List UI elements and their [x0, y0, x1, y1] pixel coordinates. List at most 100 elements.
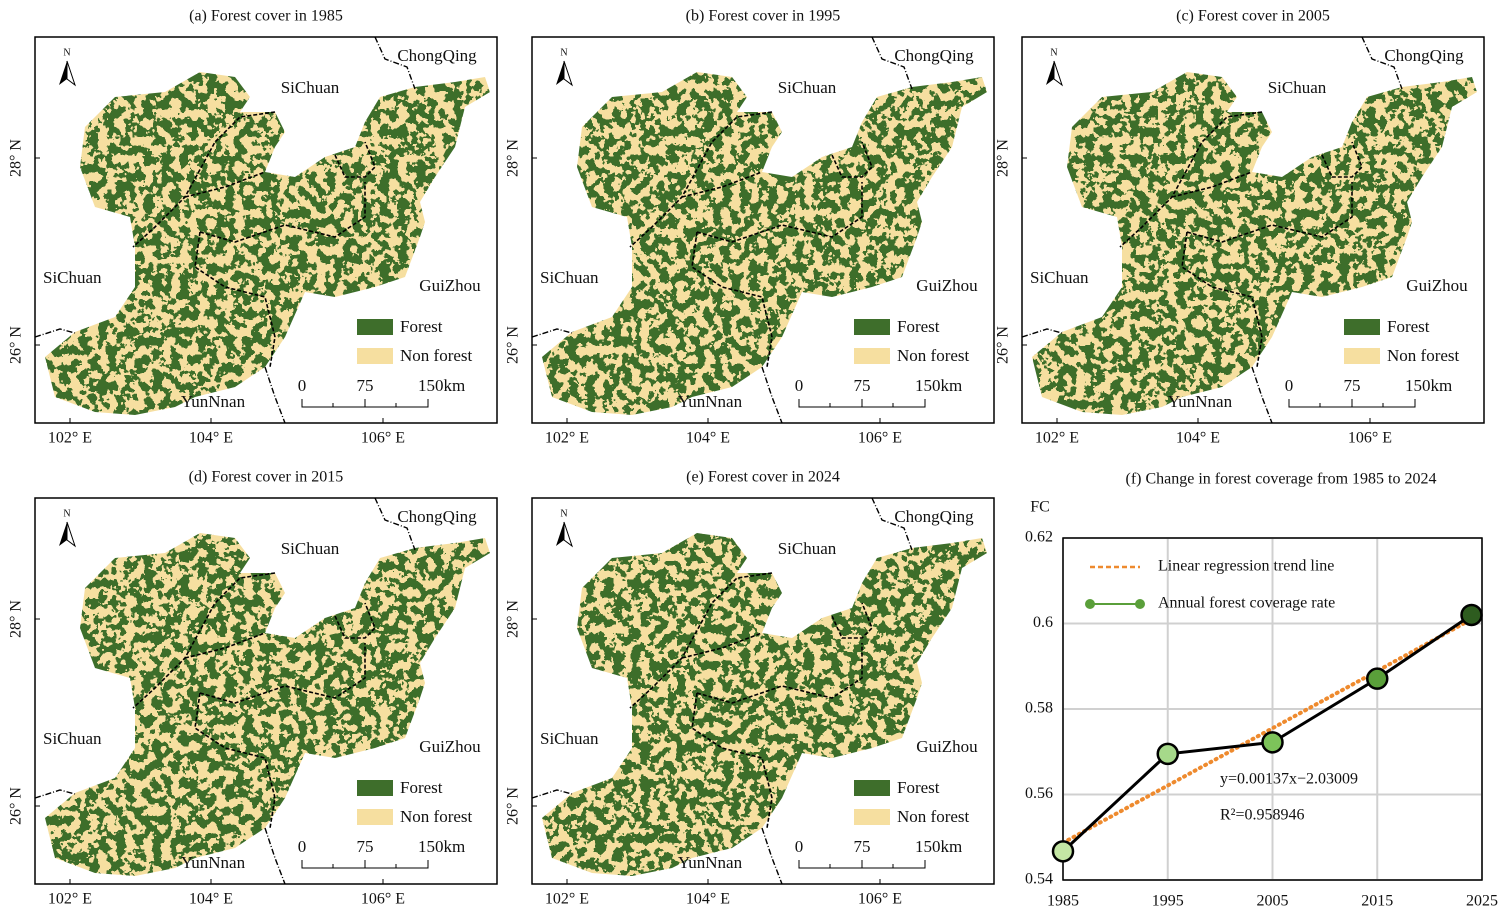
map-title: (d) Forest cover in 2015	[189, 469, 344, 486]
lat-label: 28° N	[8, 139, 25, 177]
lat-label: 28° N	[8, 600, 25, 638]
place-label: ChongQing	[397, 46, 477, 65]
forest-region	[542, 72, 987, 415]
lon-label: 104° E	[189, 430, 233, 447]
lat-label: 26° N	[505, 326, 522, 364]
legend-label: Non forest	[897, 346, 970, 365]
province-boundary	[132, 572, 376, 829]
place-label: GuiZhou	[1406, 276, 1468, 295]
outer-boundary	[34, 789, 76, 799]
north-arrow	[59, 61, 67, 85]
legend-swatch	[357, 780, 393, 796]
x-tick-label: 2015	[1361, 893, 1393, 910]
legend-label: Forest	[400, 778, 443, 797]
scale-label: 0	[1285, 376, 1294, 395]
province-boundary	[629, 572, 873, 829]
outer-boundary	[871, 36, 913, 90]
data-point	[1366, 667, 1389, 690]
scale-bar	[798, 399, 926, 408]
legend-swatch	[854, 319, 890, 335]
legend-label: Forest	[897, 778, 940, 797]
map-panel: (b) Forest cover in 1995 N ChongQing SiChua…	[505, 8, 995, 447]
x-tick-label: 1985	[1047, 893, 1079, 910]
legend-marker	[1135, 599, 1145, 609]
data-point	[1051, 840, 1075, 863]
place-label: GuiZhou	[916, 276, 978, 295]
lon-label: 102° E	[48, 891, 92, 908]
plot-frame	[1062, 537, 1483, 881]
lat-label: 26° N	[8, 787, 25, 825]
legend-label: Forest	[897, 317, 940, 336]
lat-label: 28° N	[995, 139, 1012, 177]
north-arrow	[59, 522, 67, 546]
legend-marker	[1085, 599, 1095, 609]
place-label: SiChuan	[43, 268, 102, 287]
x-tick-label: 2025	[1466, 893, 1498, 910]
place-label: SiChuan	[1268, 78, 1327, 97]
forest-region	[1032, 72, 1477, 415]
y-axis-label: FC	[1030, 499, 1050, 516]
map-panel: (a) Forest cover in 1985 N ChongQing SiChua…	[8, 8, 498, 447]
legend-label: Non forest	[1387, 346, 1460, 365]
legend-swatch	[357, 809, 393, 825]
y-tick-label: 0.6	[1033, 614, 1053, 631]
outer-boundary	[34, 328, 76, 338]
lon-label: 104° E	[686, 430, 730, 447]
forest-region	[45, 533, 490, 876]
place-label: SiChuan	[43, 729, 102, 748]
legend-swatch	[1344, 319, 1380, 335]
north-label: N	[560, 47, 567, 58]
legend-label: Non forest	[400, 346, 473, 365]
north-arrow	[556, 522, 564, 546]
legend-swatch	[357, 348, 393, 364]
outer-boundary	[1021, 328, 1063, 338]
scale-bar	[798, 860, 926, 869]
place-label: YunNnan	[678, 853, 743, 872]
place-label: SiChuan	[540, 729, 599, 748]
map-title: (e) Forest cover in 2024	[686, 469, 840, 486]
place-label: SiChuan	[778, 539, 837, 558]
lon-label: 106° E	[858, 430, 902, 447]
lon-label: 104° E	[686, 891, 730, 908]
y-tick-label: 0.54	[1025, 871, 1053, 888]
province-boundary	[1119, 111, 1363, 368]
scale-label: 150km	[418, 376, 465, 395]
scale-bar	[1288, 399, 1416, 408]
lat-label: 28° N	[505, 600, 522, 638]
annotation: R²=0.958946	[1220, 807, 1305, 824]
lon-label: 106° E	[361, 430, 405, 447]
outer-boundary	[374, 497, 416, 551]
map-title: (b) Forest cover in 1995	[686, 8, 841, 25]
lat-label: 28° N	[505, 139, 522, 177]
place-label: SiChuan	[281, 539, 340, 558]
y-tick-label: 0.58	[1025, 700, 1053, 717]
scale-label: 0	[795, 837, 804, 856]
scale-label: 150km	[915, 376, 962, 395]
legend-label: Linear regression trend line	[1158, 558, 1334, 575]
x-tick-label: 1995	[1152, 893, 1184, 910]
forest-region	[45, 72, 490, 415]
scale-label: 150km	[1405, 376, 1452, 395]
legend-swatch	[854, 780, 890, 796]
place-label: SiChuan	[281, 78, 340, 97]
north-arrow	[563, 521, 573, 548]
place-label: SiChuan	[1030, 268, 1089, 287]
scale-label: 150km	[915, 837, 962, 856]
north-arrow	[563, 60, 573, 87]
north-arrow	[1053, 60, 1063, 87]
scale-bar	[301, 399, 429, 408]
map-title: (c) Forest cover in 2005	[1176, 8, 1330, 25]
map-title: (a) Forest cover in 1985	[189, 8, 343, 25]
outer-boundary	[374, 36, 416, 90]
province-boundary	[629, 111, 873, 368]
place-label: YunNnan	[181, 853, 246, 872]
outer-boundary	[1361, 36, 1403, 90]
scale-label: 75	[1344, 376, 1361, 395]
x-tick-label: 2005	[1257, 893, 1289, 910]
legend-swatch	[357, 319, 393, 335]
scale-label: 75	[357, 376, 374, 395]
y-tick-label: 0.62	[1025, 529, 1053, 546]
place-label: YunNnan	[1168, 392, 1233, 411]
data-point	[1261, 731, 1284, 754]
lon-label: 106° E	[361, 891, 405, 908]
